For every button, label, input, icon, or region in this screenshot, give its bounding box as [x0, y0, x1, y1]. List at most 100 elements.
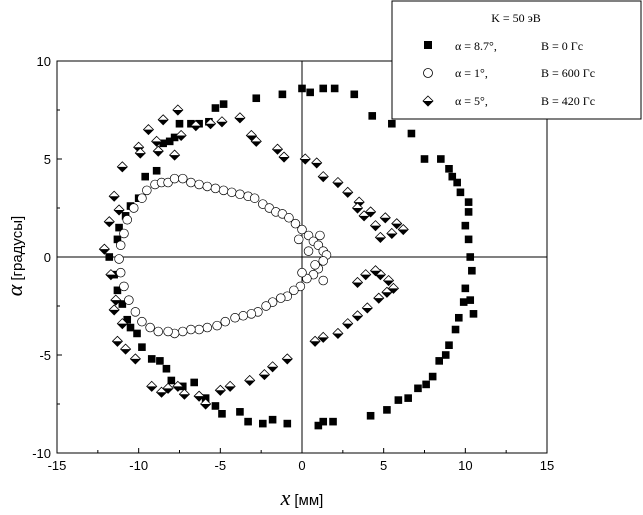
point-diamond — [374, 231, 386, 243]
zero-lines — [57, 61, 547, 453]
point-diamond-fill — [179, 394, 190, 400]
point-square — [187, 119, 195, 128]
point-square — [420, 155, 429, 163]
point-square — [278, 90, 287, 99]
point-diamond-fill — [117, 166, 128, 172]
point-diamond — [342, 318, 354, 330]
point-diamond-fill — [332, 333, 343, 339]
point-diamond-fill — [110, 300, 121, 306]
legend-marker-circle — [423, 68, 433, 78]
point-diamond-fill — [300, 159, 311, 164]
point-circle — [142, 185, 152, 196]
point-circle — [276, 293, 286, 303]
point-diamond-fill — [259, 374, 270, 380]
point-square — [252, 94, 261, 103]
point-circle — [124, 295, 134, 305]
point-square — [414, 384, 422, 393]
point-circle — [202, 181, 213, 192]
point-diamond-fill — [120, 349, 131, 355]
point-diamond — [317, 331, 329, 343]
point-diamond-fill — [153, 151, 164, 157]
point-diamond — [271, 143, 284, 155]
point-diamond-fill — [381, 292, 392, 298]
x-axis-ticks: -15 -10 -5 0 5 10 15 — [48, 448, 554, 473]
point-circle — [119, 281, 129, 292]
point-diamond-fill — [352, 315, 363, 321]
point-diamond-fill — [172, 110, 183, 115]
point-diamond-fill — [311, 162, 322, 168]
point-square — [218, 410, 226, 418]
point-diamond-fill — [234, 117, 245, 123]
point-circle — [310, 260, 320, 270]
point-square — [147, 355, 156, 363]
point-square — [175, 119, 184, 128]
legend-box — [391, 0, 642, 120]
point-diamond-fill — [272, 149, 283, 155]
point-circle — [130, 307, 141, 317]
point-square — [428, 372, 437, 381]
point-diamond-fill — [352, 282, 363, 288]
point-diamond — [175, 129, 187, 142]
point-square — [329, 417, 337, 426]
point-diamond — [383, 274, 395, 287]
point-circle — [169, 173, 180, 184]
point-diamond — [245, 129, 257, 142]
point-diamond — [224, 380, 236, 392]
point-square — [211, 402, 220, 410]
point-diamond-fill — [105, 274, 116, 280]
x-tick-label: 10 — [458, 458, 472, 473]
point-square — [464, 235, 473, 244]
point-square — [298, 84, 306, 93]
point-diamond-fill — [375, 274, 386, 280]
point-diamond-fill — [386, 233, 397, 239]
legend-entry-field: B = 420 Гс — [541, 94, 595, 108]
point-diamond-fill — [215, 390, 226, 396]
point-diamond — [108, 190, 120, 202]
point-square — [407, 129, 416, 138]
point-circle — [289, 285, 299, 296]
point-diamond — [116, 318, 128, 330]
point-square — [461, 221, 470, 230]
point-diamond-fill — [176, 135, 187, 141]
legend-header: K = 50 эВ — [491, 11, 541, 25]
point-diamond — [151, 135, 163, 147]
point-diamond-fill — [360, 274, 371, 280]
legend-entry-field: B = 600 Гс — [541, 66, 595, 80]
point-diamond-fill — [244, 380, 255, 386]
point-square — [170, 133, 179, 142]
point-square — [133, 329, 141, 338]
point-circle — [129, 203, 139, 213]
point-diamond-fill — [362, 307, 373, 313]
point-circle — [137, 316, 147, 327]
point-circle — [194, 179, 204, 190]
y-tick-label: 10 — [37, 54, 51, 69]
point-diamond — [216, 116, 228, 128]
point-square — [113, 286, 122, 295]
point-square — [283, 419, 292, 428]
point-diamond — [369, 265, 382, 277]
point-diamond-fill — [151, 141, 162, 147]
legend-entry-alpha: α = 5°, — [455, 94, 488, 108]
point-diamond-fill — [135, 153, 146, 159]
point-square — [394, 396, 403, 404]
x-tick-label: 0 — [298, 458, 305, 473]
point-diamond — [360, 269, 372, 281]
point-diamond — [214, 384, 226, 396]
point-diamond — [105, 269, 117, 281]
point-square — [201, 394, 210, 402]
point-square — [455, 313, 463, 322]
point-diamond — [332, 176, 344, 189]
point-circle — [178, 326, 188, 337]
x-tick-label: 5 — [380, 458, 387, 473]
point-square — [469, 310, 478, 318]
point-circle — [318, 256, 328, 266]
point-square — [159, 139, 167, 148]
point-diamond — [103, 216, 115, 228]
point-square — [464, 198, 473, 206]
point-square — [366, 411, 375, 420]
point-circle — [163, 326, 173, 337]
point-diamond-fill — [251, 141, 262, 147]
point-diamond — [157, 114, 169, 126]
point-square — [105, 253, 114, 261]
point-square — [459, 298, 468, 306]
